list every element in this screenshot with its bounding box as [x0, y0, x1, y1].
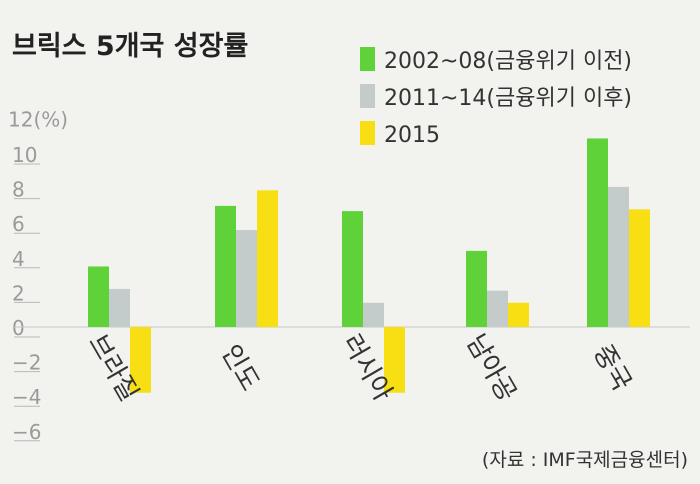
y-axis-top-label: 12(%) — [8, 107, 68, 131]
bars — [88, 138, 650, 393]
y-tick-label: −6 — [12, 420, 41, 444]
bar-3-4 — [508, 302, 529, 327]
legend: 2002~08(금융위기 이전) 2011~14(금융위기 이후) 2015 — [360, 47, 632, 148]
y-tick-label: 4 — [12, 247, 25, 271]
bar-1-1 — [88, 266, 109, 327]
bar-2-5 — [608, 186, 629, 327]
bar-1-5 — [587, 138, 608, 327]
y-tick-label: 6 — [12, 212, 25, 236]
y-axis: 12(%) 10 8 6 4 2 0 −2 −4 −6 — [8, 107, 690, 444]
bar-1-2 — [215, 205, 236, 327]
legend-label: 2011~14(금융위기 이후) — [384, 86, 632, 111]
bar-3-1 — [130, 327, 151, 393]
source-note: (자료 : IMF국제금융센터) — [482, 449, 688, 471]
bar-3-2 — [257, 190, 278, 327]
bar-3-5 — [629, 209, 650, 327]
y-tick-label: −4 — [12, 385, 41, 409]
y-tick-label: −2 — [12, 351, 41, 375]
y-tick-label: 2 — [12, 281, 25, 305]
bar-2-2 — [236, 230, 257, 327]
legend-swatch — [360, 84, 375, 108]
y-tick-label: 0 — [12, 316, 25, 340]
category-label: 중국 — [587, 340, 637, 396]
legend-label: 2002~08(금융위기 이전) — [384, 49, 632, 74]
y-tick-label: 10 — [12, 143, 37, 167]
bar-3-3 — [384, 327, 405, 393]
legend-swatch — [360, 47, 375, 71]
bar-1-3 — [342, 211, 363, 327]
bar-2-4 — [487, 290, 508, 327]
bar-2-3 — [363, 302, 384, 327]
category-label: 남아공 — [460, 329, 522, 406]
category-labels: 브라질 인도 러시아 남아공 중국 — [82, 329, 637, 406]
chart-title: 브릭스 5개국 성장률 — [12, 31, 248, 62]
bar-2-1 — [109, 288, 130, 327]
legend-swatch — [360, 121, 375, 145]
category-label: 인도 — [215, 340, 265, 396]
legend-label: 2015 — [384, 123, 440, 148]
bar-1-4 — [466, 250, 487, 327]
y-tick-label: 8 — [12, 178, 25, 202]
